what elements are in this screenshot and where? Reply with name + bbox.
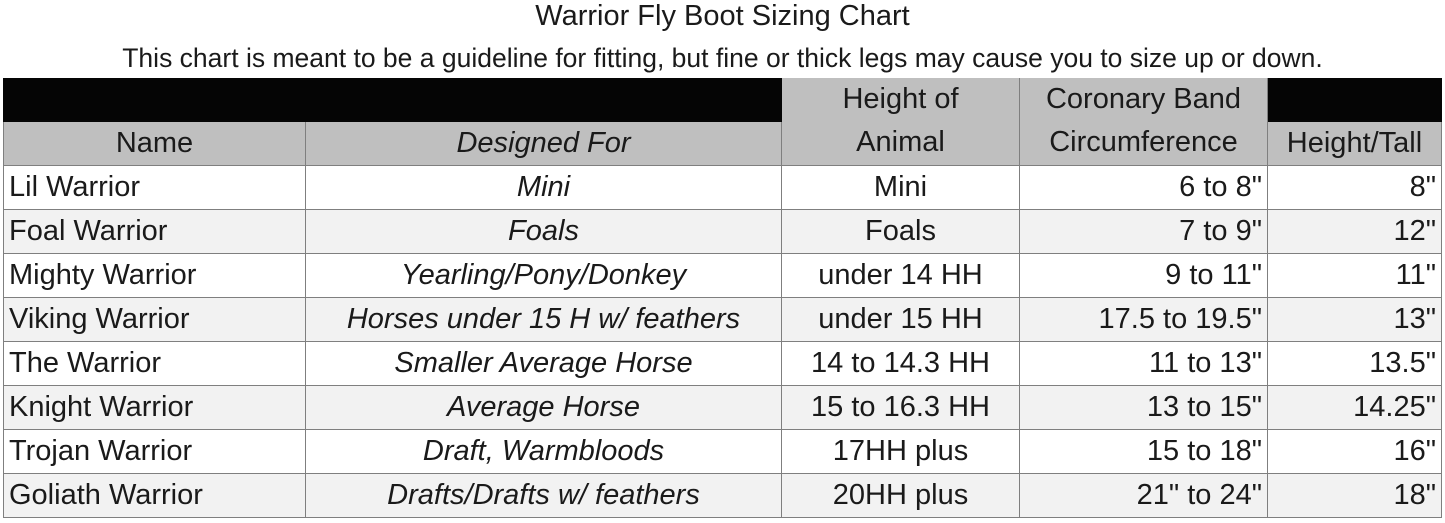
animal-height-cell: Mini <box>781 164 1020 210</box>
animal-height-cell: 15 to 16.3 HH <box>781 384 1020 430</box>
chart-title: Warrior Fly Boot Sizing Chart <box>535 0 910 32</box>
table-row: The Warrior Smaller Average Horse 14 to 14… <box>3 340 1442 386</box>
designed-for-cell: Foals <box>305 208 782 254</box>
name-cell: Foal Warrior <box>3 208 306 254</box>
header-designed-for: Designed For <box>305 120 782 166</box>
table-row: Trojan Warrior Draft, Warmbloods 17HH plus… <box>3 428 1442 474</box>
height-tall-cell: 16" <box>1267 428 1442 474</box>
coronary-band-cell: 11 to 13" <box>1019 340 1268 386</box>
chart-subtitle: This chart is meant to be a guideline fo… <box>122 43 1323 73</box>
animal-height-cell: under 15 HH <box>781 296 1020 342</box>
table-row: Knight Warrior Average Horse 15 to 16.3 HH… <box>3 384 1442 430</box>
coronary-band-cell: 13 to 15" <box>1019 384 1268 430</box>
name-cell: Viking Warrior <box>3 296 306 342</box>
name-cell: The Warrior <box>3 340 306 386</box>
sizing-table: Height of Coronary Band Name Designed Fo… <box>3 78 1442 518</box>
designed-for-cell: Average Horse <box>305 384 782 430</box>
header-circumference: Circumference <box>1019 121 1268 166</box>
name-cell: Trojan Warrior <box>3 428 306 474</box>
animal-height-cell: 14 to 14.3 HH <box>781 340 1020 386</box>
designed-for-cell: Horses under 15 H w/ feathers <box>305 296 782 342</box>
header-row: Name Designed For Animal Circumference H… <box>3 120 1442 166</box>
designed-for-cell: Draft, Warmbloods <box>305 428 782 474</box>
header-row-top: Height of Coronary Band <box>3 78 1442 122</box>
header-height-tall: Height/Tall <box>1267 120 1442 166</box>
coronary-band-cell: 21" to 24" <box>1019 472 1268 518</box>
designed-for-cell: Mini <box>305 164 782 210</box>
name-cell: Goliath Warrior <box>3 472 306 518</box>
height-tall-cell: 13.5" <box>1267 340 1442 386</box>
designed-for-cell: Yearling/Pony/Donkey <box>305 252 782 298</box>
header-name: Name <box>3 120 306 166</box>
animal-height-cell: Foals <box>781 208 1020 254</box>
coronary-band-cell: 9 to 11" <box>1019 252 1268 298</box>
height-tall-cell: 12" <box>1267 208 1442 254</box>
header-animal: Animal <box>781 121 1020 166</box>
designed-for-cell: Smaller Average Horse <box>305 340 782 386</box>
animal-height-cell: 20HH plus <box>781 472 1020 518</box>
table-row: Foal Warrior Foals Foals 7 to 9" 12" <box>3 208 1442 254</box>
coronary-band-cell: 6 to 8" <box>1019 164 1268 210</box>
table-row: Goliath Warrior Drafts/Drafts w/ feathers… <box>3 472 1442 518</box>
height-tall-cell: 14.25" <box>1267 384 1442 430</box>
animal-height-cell: under 14 HH <box>781 252 1020 298</box>
designed-for-cell: Drafts/Drafts w/ feathers <box>305 472 782 518</box>
header-height-of: Height of <box>781 78 1020 121</box>
height-tall-cell: 18" <box>1267 472 1442 518</box>
table-row: Viking Warrior Horses under 15 H w/ feath… <box>3 296 1442 342</box>
height-tall-cell: 11" <box>1267 252 1442 298</box>
table-row: Mighty Warrior Yearling/Pony/Donkey under … <box>3 252 1442 298</box>
table-row: Lil Warrior Mini Mini 6 to 8" 8" <box>3 164 1442 210</box>
coronary-band-cell: 15 to 18" <box>1019 428 1268 474</box>
animal-height-cell: 17HH plus <box>781 428 1020 474</box>
name-cell: Mighty Warrior <box>3 252 306 298</box>
height-tall-cell: 8" <box>1267 164 1442 210</box>
header-coronary-band: Coronary Band <box>1019 78 1268 121</box>
coronary-band-cell: 7 to 9" <box>1019 208 1268 254</box>
header-black-band-right <box>1267 78 1442 122</box>
name-cell: Lil Warrior <box>3 164 306 210</box>
name-cell: Knight Warrior <box>3 384 306 430</box>
header-black-band <box>3 78 782 122</box>
height-tall-cell: 13" <box>1267 296 1442 342</box>
coronary-band-cell: 17.5 to 19.5" <box>1019 296 1268 342</box>
